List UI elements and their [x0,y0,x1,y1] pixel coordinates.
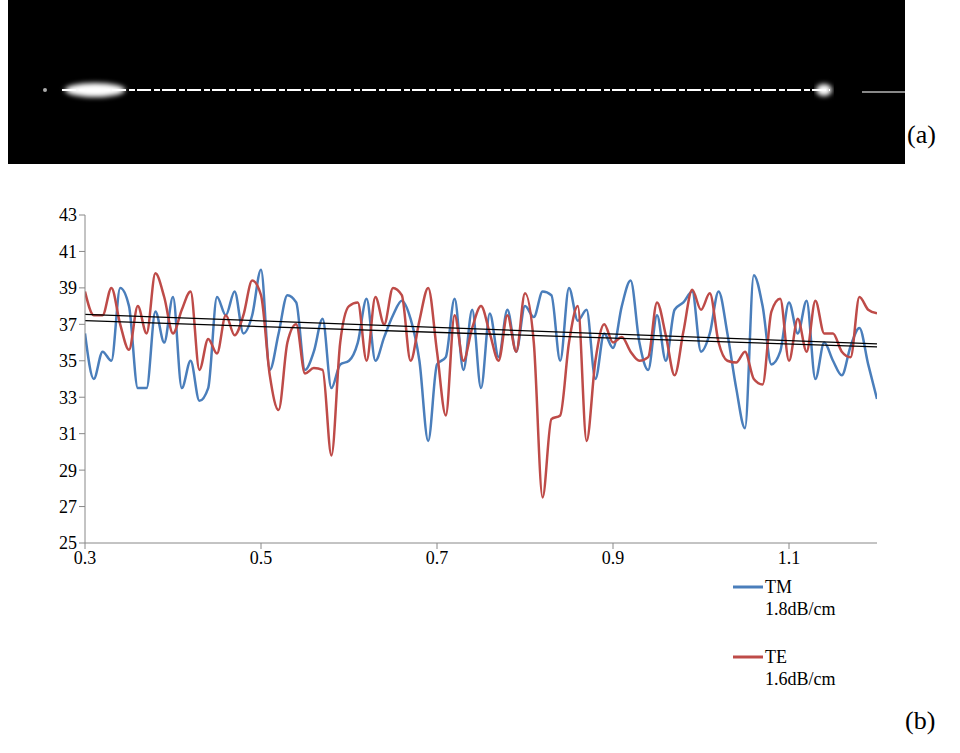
svg-text:41: 41 [59,242,77,262]
svg-text:0.3: 0.3 [74,548,97,568]
html-text:1.6dB/cm: 1.6dB/cm [765,669,836,689]
html-text:TE: TE [765,647,787,667]
html-text:(b): (b) [905,706,936,735]
svg-text:27: 27 [59,497,77,517]
svg-text:39: 39 [59,278,77,298]
svg-text:0.9: 0.9 [602,548,625,568]
svg-text:37: 37 [59,315,77,335]
html-text:1.8dB/cm: 1.8dB/cm [765,599,836,619]
svg-text:33: 33 [59,388,77,408]
svg-text:(a): (a) [907,120,936,149]
svg-text:0.5: 0.5 [250,548,273,568]
svg-text:1.1: 1.1 [778,548,801,568]
svg-text:43: 43 [59,205,77,225]
svg-text:29: 29 [59,461,77,481]
svg-text:35: 35 [59,351,77,371]
svg-text:31: 31 [59,424,77,444]
html-text:TM: TM [765,577,792,597]
svg-text:0.7: 0.7 [426,548,449,568]
svg-text:25: 25 [59,533,77,553]
